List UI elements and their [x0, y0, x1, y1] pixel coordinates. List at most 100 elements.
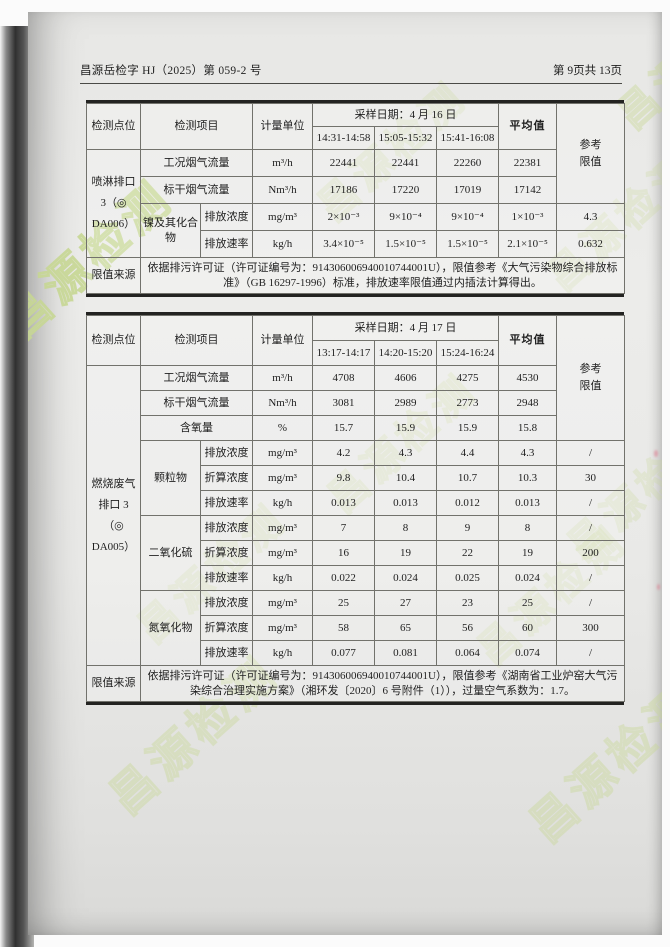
t2-pm-conv-unit: mg/m³ [252, 465, 313, 491]
t1-nickel-rate-unit: kg/h [252, 230, 313, 258]
t2-pm-conv-v1: 9.8 [312, 465, 375, 491]
t1-nickel-conc-avg: 1×10⁻³ [498, 203, 558, 231]
t1-time-2: 15:05-15:32 [374, 126, 437, 150]
t2-time-2: 14:20-15:20 [374, 340, 437, 366]
t2-flow-actual-unit: m³/h [252, 365, 313, 391]
t2-flow-actual-item: 工况烟气流量 [140, 365, 253, 391]
t2-so2-rate-v1: 0.022 [312, 565, 375, 591]
t1-header-reference-limit: 参考限值 [556, 103, 626, 204]
t2-so2-conv-avg: 19 [498, 540, 558, 566]
t1-header-item: 检测项目 [140, 103, 253, 150]
t1-nickel-conc-ref: 4.3 [556, 203, 626, 231]
scan-mark [654, 450, 658, 457]
t1-header-reference-limit-label: 参考限值 [579, 138, 602, 168]
t2-nox-rate-avg: 0.074 [498, 640, 558, 666]
t2-point-cell: 燃烧废气 排口 3（◎ DA005） [86, 365, 141, 666]
t2-flow-actual-v1: 4708 [312, 365, 375, 391]
t2-header-point: 检测点位 [86, 315, 141, 366]
t2-header-item: 检测项目 [140, 315, 253, 366]
t1-source-text: 依据排污许可证（许可证编号为：914306006940010744001U），限… [139, 257, 626, 294]
t1-nickel-rate-ref: 0.632 [556, 230, 626, 258]
t2-nox-conc-v3: 23 [435, 590, 500, 616]
t2-flow-actual-avg: 4530 [498, 365, 558, 391]
t2-nox-conc-avg: 25 [498, 590, 558, 616]
document-number: 昌源岳检字 HJ（2025）第 059-2 号 [80, 65, 262, 77]
t2-pm-conc-ref: / [556, 440, 626, 466]
t2-nox-rate-v1: 0.077 [312, 640, 375, 666]
t1-flow-actual-v3: 22260 [435, 149, 500, 177]
t2-flow-standard-v3: 2773 [435, 390, 500, 416]
t2-nox-conv-avg: 60 [498, 615, 558, 641]
t2-flow-actual-v3: 4275 [435, 365, 500, 391]
t1-flow-standard-item: 标干烟气流量 [140, 176, 253, 204]
t2-nox-name: 氮氧化物 [140, 590, 201, 666]
t2-nox-conv-v3: 56 [435, 615, 500, 641]
measurement-table-april16: 检测点位 检测项目 计量单位 采样日期：4 月 16 日 平均值 参考限值 14… [86, 100, 626, 297]
t1-flow-standard-v1: 17186 [312, 176, 375, 204]
t2-so2-rate-unit: kg/h [252, 565, 313, 591]
t2-so2-conc-unit: mg/m³ [252, 515, 313, 541]
t1-nickel-conc-v3: 9×10⁻⁴ [435, 203, 500, 231]
t2-so2-conv-v1: 16 [312, 540, 375, 566]
t1-point-cell: 喷淋排口 3（◎ DA006） [86, 149, 141, 258]
t2-nox-rate-sub: 排放速率 [200, 640, 253, 666]
t2-header-reference-limit: 参考限值 [556, 315, 626, 441]
t2-flow-standard-v2: 2989 [374, 390, 437, 416]
t2-flow-standard-avg: 2948 [498, 390, 558, 416]
t2-pm-conv-avg: 10.3 [498, 465, 558, 491]
t2-nox-conc-unit: mg/m³ [252, 590, 313, 616]
t1-point-line1: 喷淋排口 [91, 176, 136, 188]
t2-so2-rate-ref: / [556, 565, 626, 591]
t2-nox-conv-unit: mg/m³ [252, 615, 313, 641]
t2-pm-conc-v1: 4.2 [312, 440, 375, 466]
t1-nickel-rate-v1: 3.4×10⁻⁵ [312, 230, 375, 258]
t2-nox-conc-ref: / [556, 590, 626, 616]
t1-nickel-rate-avg: 2.1×10⁻⁵ [498, 230, 558, 258]
t2-nox-rate-v3: 0.064 [435, 640, 500, 666]
t2-oxygen-avg: 15.8 [498, 415, 558, 441]
t2-pm-name: 颗粒物 [140, 440, 201, 516]
t1-header-average: 平均值 [498, 103, 558, 150]
t2-pm-rate-unit: kg/h [252, 490, 313, 516]
t2-so2-conv-unit: mg/m³ [252, 540, 313, 566]
t2-so2-name: 二氧化硫 [140, 515, 201, 591]
t2-pm-rate-avg: 0.013 [498, 490, 558, 516]
t2-pm-rate-ref: / [556, 490, 626, 516]
t2-oxygen-v3: 15.9 [435, 415, 500, 441]
t2-pm-conc-v3: 4.4 [435, 440, 500, 466]
t1-time-1: 14:31-14:58 [312, 126, 375, 150]
t2-so2-conv-v3: 22 [435, 540, 500, 566]
t1-nickel-conc-v1: 2×10⁻³ [312, 203, 375, 231]
t1-nickel-conc-sub: 排放浓度 [200, 203, 253, 231]
t2-flow-standard-unit: Nm³/h [252, 390, 313, 416]
t2-nox-conv-v2: 65 [374, 615, 437, 641]
t2-source-text: 依据排污许可证（许可证编号为：914306006940010744001U），限… [139, 665, 626, 702]
t2-pm-conc-unit: mg/m³ [252, 440, 313, 466]
t2-so2-conv-v2: 19 [374, 540, 437, 566]
t2-source-label: 限值来源 [86, 665, 141, 702]
t2-so2-conc-sub: 排放浓度 [200, 515, 253, 541]
t2-nox-conv-ref: 300 [556, 615, 626, 641]
t2-nox-conc-sub: 排放浓度 [200, 590, 253, 616]
t2-so2-rate-v3: 0.025 [435, 565, 500, 591]
t2-point-line2: 排口 3（◎ [98, 498, 129, 532]
t2-so2-rate-v2: 0.024 [374, 565, 437, 591]
t2-nox-conc-v1: 25 [312, 590, 375, 616]
t2-point-line1: 燃烧废气 [91, 477, 136, 490]
scan-mark [657, 584, 660, 590]
t1-nickel-conc-unit: mg/m³ [252, 203, 313, 231]
t1-point-line2: 3（◎ [100, 197, 127, 209]
measurement-table-april17: 检测点位 检测项目 计量单位 采样日期：4 月 17 日 平均值 参考限值 13… [86, 312, 626, 705]
t1-flow-actual-v2: 22441 [374, 149, 437, 177]
t2-pm-conc-v2: 4.3 [374, 440, 437, 466]
t1-point-line3: DA006） [91, 218, 136, 230]
t2-header-reference-limit-label: 参考限值 [579, 363, 602, 392]
scanned-paper: 昌源检测 昌源检测 昌源检测 昌源检测 昌源检测 昌源检测 昌源检测 昌源检测 … [28, 12, 662, 935]
t1-flow-actual-v1: 22441 [312, 149, 375, 177]
t2-so2-conc-avg: 8 [498, 515, 558, 541]
t2-so2-conc-v1: 7 [312, 515, 375, 541]
t1-flow-standard-v2: 17220 [374, 176, 437, 204]
t2-point-line3: DA005） [91, 540, 136, 553]
t1-flow-actual-item: 工况烟气流量 [140, 149, 253, 177]
